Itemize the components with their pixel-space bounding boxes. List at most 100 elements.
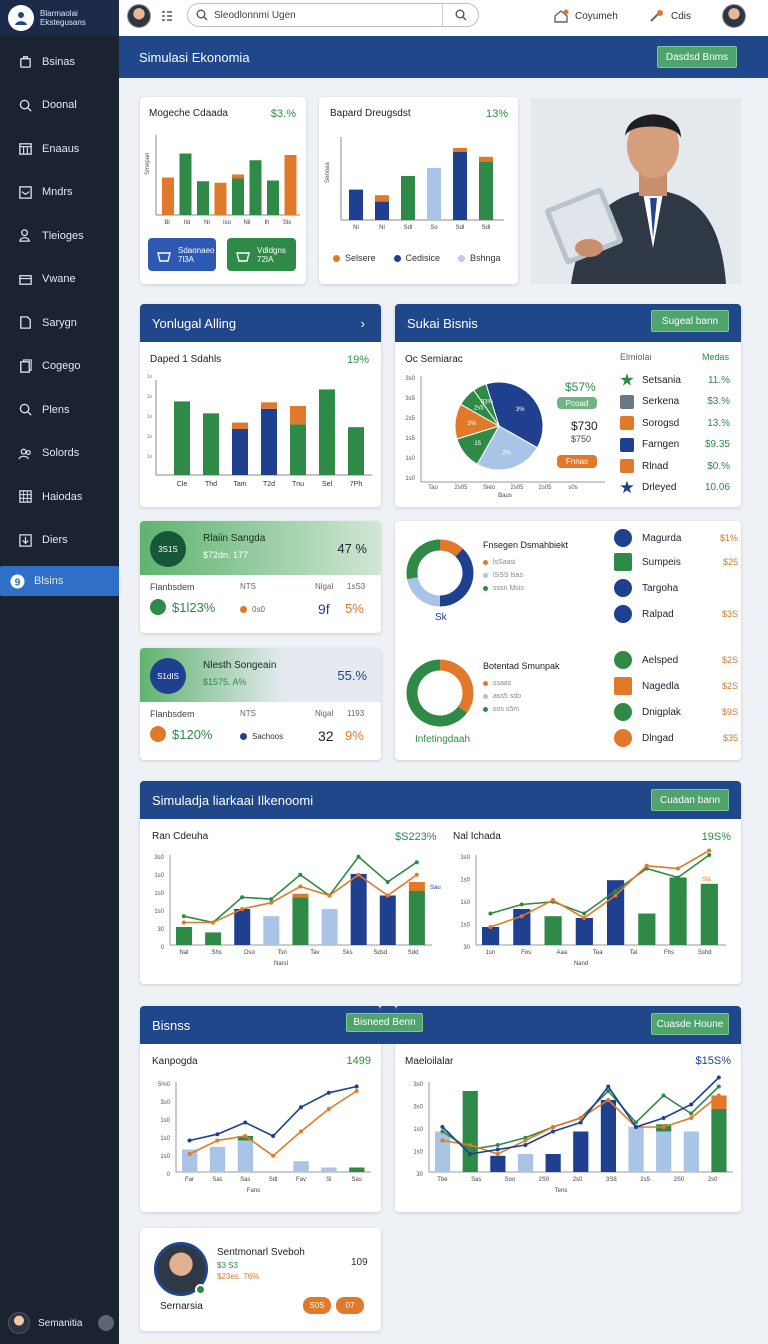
brand-line2: Ekstegusans [40,18,86,27]
x-tick-label: 7Ph [350,481,363,488]
sidebar-item-vwane[interactable]: Vwane [0,258,119,302]
chart-value: $15S% [695,1055,731,1067]
sidebar-item-haiodas[interactable]: Haiodas [0,475,119,519]
list-item[interactable]: Aelsped $2S [614,651,738,669]
kpi-percent-2: 9% [345,728,364,743]
list-item[interactable]: Dnigplak $9S [614,703,738,721]
bar [267,180,279,215]
table-row[interactable]: Serkena $3.% [620,394,730,409]
bar [162,177,174,215]
x-axis-label: Baus [498,493,512,499]
item-label: Dlngad [642,732,674,744]
pie-title: Oc Semiarac [405,354,463,365]
profile-button-1[interactable]: S0S [303,1297,331,1314]
x-tick-label: Iso [223,220,232,225]
list-item[interactable]: Nagedla $2S [614,677,738,695]
search-button[interactable] [442,4,478,26]
list-item[interactable]: Ralpad $3S [614,605,738,623]
sidebar-item-plens[interactable]: Plens [0,388,119,432]
y-tick-label: 3s0 [413,1082,423,1088]
kpi-number: 9f [318,601,330,617]
kpi-label: NTS [240,709,256,718]
x-tick-label: Sel [322,481,333,488]
table-row[interactable]: Drleyed 10.06 [620,480,730,495]
bar [232,177,244,215]
data-point [298,1129,303,1134]
sidebar-item-enaaus[interactable]: Enaaus [0,127,119,171]
user-footer[interactable]: Semanitia [8,1312,115,1334]
bar [179,153,192,215]
section-3-button[interactable]: Sugeal bann [651,310,729,332]
sidebar-item-cogego[interactable]: Cogego [0,345,119,389]
list-item[interactable]: Targoha [614,579,738,597]
pie-pill-2[interactable]: Fnnas [557,455,597,468]
sidebar-item-solords[interactable]: Solords [0,432,119,476]
data-point [271,1134,276,1138]
y-tick-label: 1s0 [405,456,415,462]
bar-segment [479,156,493,162]
bar [321,1167,337,1172]
section-5-mid-button[interactable]: Bisneed Benn [346,1013,423,1032]
bar [350,873,367,945]
search-bar[interactable]: Sleodlonnmi Ugen [187,3,479,27]
x-axis-label: Narsl [274,961,288,967]
chart-tag: Sla [702,877,711,883]
user-avatar[interactable] [722,4,746,28]
chart-legend: Selsere Cedisice Bshnga [333,253,501,263]
kpi-percent: 55.% [337,668,367,683]
bar-segment [453,148,467,152]
company-link[interactable]: Coyumeh [553,9,618,23]
y-axis-label: Sennaa [325,162,331,183]
profile-button-2[interactable]: 07 [336,1297,364,1314]
avatar[interactable] [127,4,151,28]
card-value: 13% [485,108,508,120]
data-point [644,863,649,868]
data-point [327,893,332,898]
sidebar-item-tleioges[interactable]: Tleioges [0,214,119,258]
banner-button[interactable]: Dasdsd Bnms [657,46,737,68]
sidebar-item-mndrs[interactable]: Mndrs [0,171,119,215]
card1-btn-1[interactable]: Sdaonaeo 7l3A [148,238,216,271]
table-row[interactable]: Setsania 11.% [620,373,730,387]
data-point [298,884,303,889]
donut-card: Sk Fnsegen Dsmahbiekt lsSaasi lSSS lsas … [395,521,741,760]
legend-item: Cedisice [393,253,440,263]
table-row[interactable]: Sorogsd 13.% [620,416,730,430]
data-point [606,1084,611,1089]
topbar: Sleodlonnmi Ugen Coyumeh Cdis [119,0,768,36]
copy-icon [20,359,32,373]
menu-grid-icon[interactable] [161,10,173,22]
donut-segment [406,539,441,580]
bar-chart-1: Smepan Bl Ild Nl Iso Nil Ih Sls [145,135,300,225]
sidebar-item-blsins[interactable]: 9 Blsins [0,566,119,596]
bar [427,168,441,220]
list-item[interactable]: Sumpeis $25 [614,553,738,571]
settings-icon[interactable] [98,1315,115,1331]
y-tick-label: 1s0 [160,1154,170,1160]
section-5-button[interactable]: Cuasde Houne [651,1013,729,1035]
chevron-right-icon[interactable]: › [360,315,365,331]
table-row[interactable]: Farngen $9.35 [620,437,730,452]
legend-item: Bshnga [458,253,501,263]
sidebar: Blarmaolai Ekstegusans Bsinas Doonal Ena… [0,0,119,1344]
pie-pill-1[interactable]: Pcoad [557,397,597,409]
item-label: Ralpad [642,608,674,620]
x-tick-label: Sas [212,1177,222,1183]
sidebar-item-doonal[interactable]: Doonal [0,84,119,128]
bar-chart-2: Sennaa Nl Nl Sdl So Sdl Sdl [325,137,504,231]
brand[interactable]: Blarmaolai Ekstegusans [0,0,119,36]
settings-link[interactable]: Cdis [649,9,691,23]
slice-label: 33% [481,400,494,406]
chart-value: 1499 [346,1055,371,1067]
section-4-button[interactable]: Cuadan bann [651,789,729,811]
table-row[interactable]: Rlnad $0.% [620,459,730,473]
sidebar-item-bsinas[interactable]: Bsinas [0,40,119,84]
search-input[interactable]: Sleodlonnmi Ugen [214,9,296,21]
y-tick-label: 3s0 [413,1105,423,1111]
data-point [495,1152,500,1156]
sidebar-item-sarygn[interactable]: Sarygn [0,301,119,345]
list-item[interactable]: Magurda $1% [614,529,738,547]
list-item[interactable]: Dlngad $35 [614,729,738,747]
card1-btn-2[interactable]: Vdldgns 72IA [227,238,296,271]
sidebar-item-diers[interactable]: Diers [0,519,119,563]
